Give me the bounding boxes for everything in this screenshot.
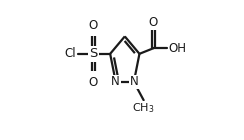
Text: Cl: Cl — [64, 47, 76, 60]
Text: O: O — [149, 16, 158, 29]
Text: O: O — [89, 19, 98, 32]
Text: O: O — [89, 75, 98, 88]
Text: N: N — [111, 75, 120, 88]
Text: N: N — [130, 75, 138, 88]
Text: S: S — [89, 47, 98, 60]
Text: CH$_3$: CH$_3$ — [132, 101, 155, 115]
Text: OH: OH — [168, 42, 186, 55]
